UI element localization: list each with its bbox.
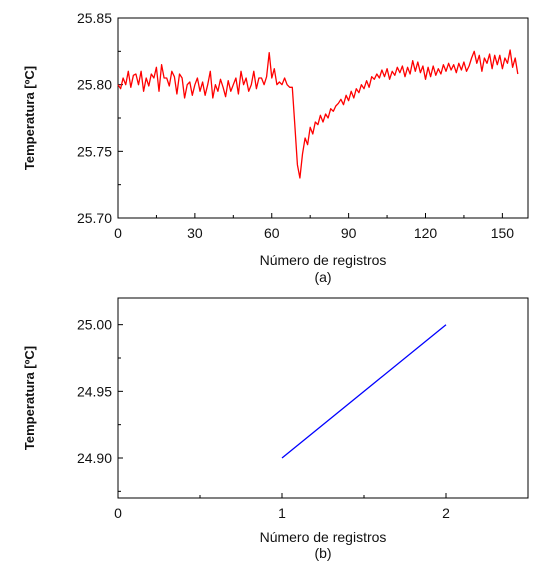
panel-label: (b)	[314, 545, 331, 561]
plot-frame	[117, 297, 529, 499]
x-tick-label: 1	[278, 505, 286, 521]
x-axis-label: Número de registros	[260, 252, 387, 268]
x-tick-label: 30	[187, 225, 203, 241]
y-axis-label: Temperatura [ºC]	[22, 66, 37, 170]
y-axis-label: Temperatura [ºC]	[22, 346, 37, 450]
x-tick-label: 120	[414, 225, 438, 241]
y-tick-label: 25.85	[77, 10, 112, 26]
x-axis-label: Número de registros	[260, 529, 387, 545]
x-tick-label: 90	[341, 225, 357, 241]
y-tick-label: 25.75	[77, 143, 112, 159]
temperature-series-line	[117, 49, 519, 179]
temperature-series-line	[281, 324, 447, 459]
x-tick-label: 2	[442, 505, 450, 521]
y-axis-ticks: 25.70 25.75 25.80 25.85	[77, 10, 123, 226]
y-axis-ticks: 24.90 24.95 25.00	[77, 317, 123, 492]
plot-frame	[117, 17, 529, 219]
y-tick-label: 25.70	[77, 210, 112, 226]
temperature-chart-a: 0 30 60 90 120 150 25.70 25.75 25.80 25.85 Númer…	[22, 10, 529, 285]
x-tick-label: 0	[114, 225, 122, 241]
x-axis-ticks: 0 30 60 90 120 150	[114, 213, 514, 241]
x-axis-ticks: 0 1 2	[114, 493, 450, 521]
y-tick-label: 25.00	[77, 317, 112, 333]
x-tick-label: 150	[491, 225, 515, 241]
y-tick-label: 24.90	[77, 450, 112, 466]
y-tick-label: 25.80	[77, 77, 112, 93]
panel-label: (a)	[314, 269, 331, 285]
y-tick-label: 24.95	[77, 383, 112, 399]
x-tick-label: 0	[114, 505, 122, 521]
x-tick-label: 60	[264, 225, 280, 241]
